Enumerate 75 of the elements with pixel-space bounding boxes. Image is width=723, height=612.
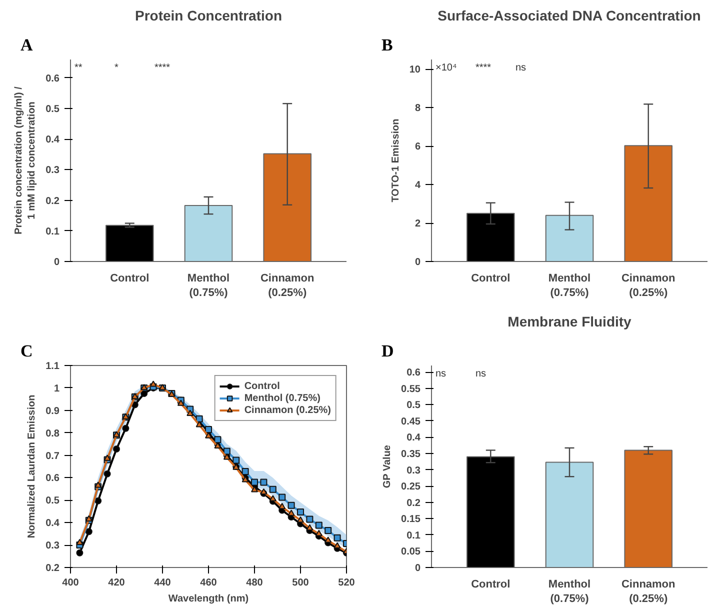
y-tick-label: 0.5: [46, 496, 60, 507]
text: A: [20, 36, 34, 54]
x-tick-label: 440: [154, 578, 172, 588]
y-tick-label: 0.05: [401, 546, 421, 558]
annotation: ns: [516, 62, 526, 74]
annotation: ×10⁴: [436, 62, 457, 74]
y-tick-label: 0.3: [46, 165, 60, 176]
y-tick-label: 0.8: [46, 428, 60, 440]
y-tick-label: 10: [409, 64, 421, 76]
x-tick-label: Cinnamon (0.25%): [621, 272, 676, 299]
legend-label: Cinnamon (0.25%): [244, 404, 331, 416]
y-tick-label: 0.1: [46, 226, 60, 238]
y-tick-label: 0.5: [46, 104, 60, 115]
y-tick-label: 0.5: [406, 400, 421, 412]
text: C: [20, 342, 33, 360]
x-tick-label: 400: [62, 578, 80, 588]
chart-title: Surface-Associated DNA Concentration: [438, 8, 701, 24]
y-tick-label: 2: [414, 218, 421, 230]
y-axis-title: GP Value: [382, 444, 394, 488]
y-tick-label: 1: [54, 383, 60, 394]
y-tick-label: 0.6: [406, 368, 421, 379]
annotation: **: [74, 62, 82, 74]
y-tick-label: 0.2: [46, 196, 60, 207]
y-axis-title: Protein concentration (mg/ml) / 1 mM lipid concentration: [13, 86, 38, 234]
legend-label: Control: [244, 380, 280, 392]
y-tick-label: 0: [414, 257, 421, 268]
x-axis-title: Wavelength (nm): [168, 594, 249, 604]
y-tick-label: 0.35: [401, 448, 421, 460]
annotation: *: [114, 62, 118, 74]
x-tick-label: Cinnamon (0.25%): [621, 578, 676, 605]
y-tick-label: 1.1: [46, 361, 60, 372]
y-tick-label: 0.15: [401, 514, 421, 526]
y-tick-label: 4: [414, 180, 421, 192]
text: D: [382, 342, 394, 360]
annotation: ****: [476, 62, 492, 74]
x-tick-label: 420: [108, 578, 126, 588]
y-tick-label: 0.4: [46, 134, 60, 146]
y-tick-label: 0.45: [401, 416, 421, 428]
y-tick-label: 0.4: [406, 432, 421, 444]
y-tick-label: 0.4: [46, 518, 60, 530]
y-tick-label: 0.2: [406, 498, 421, 509]
y-tick-label: 0.3: [46, 540, 60, 552]
y-tick-label: 0: [54, 257, 60, 268]
annotation: ns: [436, 368, 446, 380]
y-tick-label: 0.55: [401, 384, 421, 395]
annotation: ns: [476, 368, 486, 380]
y-tick-label: 0.1: [406, 530, 421, 542]
x-tick-label: Control: [471, 578, 510, 590]
y-tick-label: 0.9: [46, 406, 60, 417]
y-tick-label: 0.3: [406, 465, 421, 476]
x-tick-label: Menthol (0.75%): [548, 578, 591, 605]
x-tick-label: 460: [200, 578, 218, 588]
x-tick-label: 500: [292, 578, 310, 588]
x-tick-label: Menthol (0.75%): [187, 272, 230, 299]
x-tick-label: Menthol (0.75%): [548, 272, 591, 299]
y-tick-label: 0.6: [46, 73, 60, 84]
annotation: ****: [154, 62, 170, 74]
y-tick-label: 0.7: [46, 450, 60, 462]
x-tick-label: Control: [471, 272, 510, 284]
y-axis-title: TOTO-1 Emission: [390, 118, 402, 202]
x-tick-label: 520: [338, 578, 356, 588]
text: B: [382, 36, 393, 54]
y-axis-title: Normalized Laurdan Emission: [26, 394, 38, 538]
chart-title: Protein Concentration: [134, 8, 282, 24]
chart-title: Membrane Fluidity: [508, 314, 632, 330]
y-tick-label: 0.25: [401, 482, 421, 493]
legend-label: Menthol (0.75%): [244, 392, 320, 404]
y-tick-label: 6: [414, 142, 421, 153]
x-tick-label: Cinnamon (0.25%): [260, 272, 315, 299]
x-tick-label: 480: [246, 578, 264, 588]
y-tick-label: 8: [414, 103, 421, 114]
x-tick-label: Control: [110, 272, 150, 284]
y-tick-label: 0: [414, 563, 421, 574]
y-tick-label: 0.6: [46, 473, 60, 484]
y-tick-label: 0.2: [46, 563, 60, 574]
